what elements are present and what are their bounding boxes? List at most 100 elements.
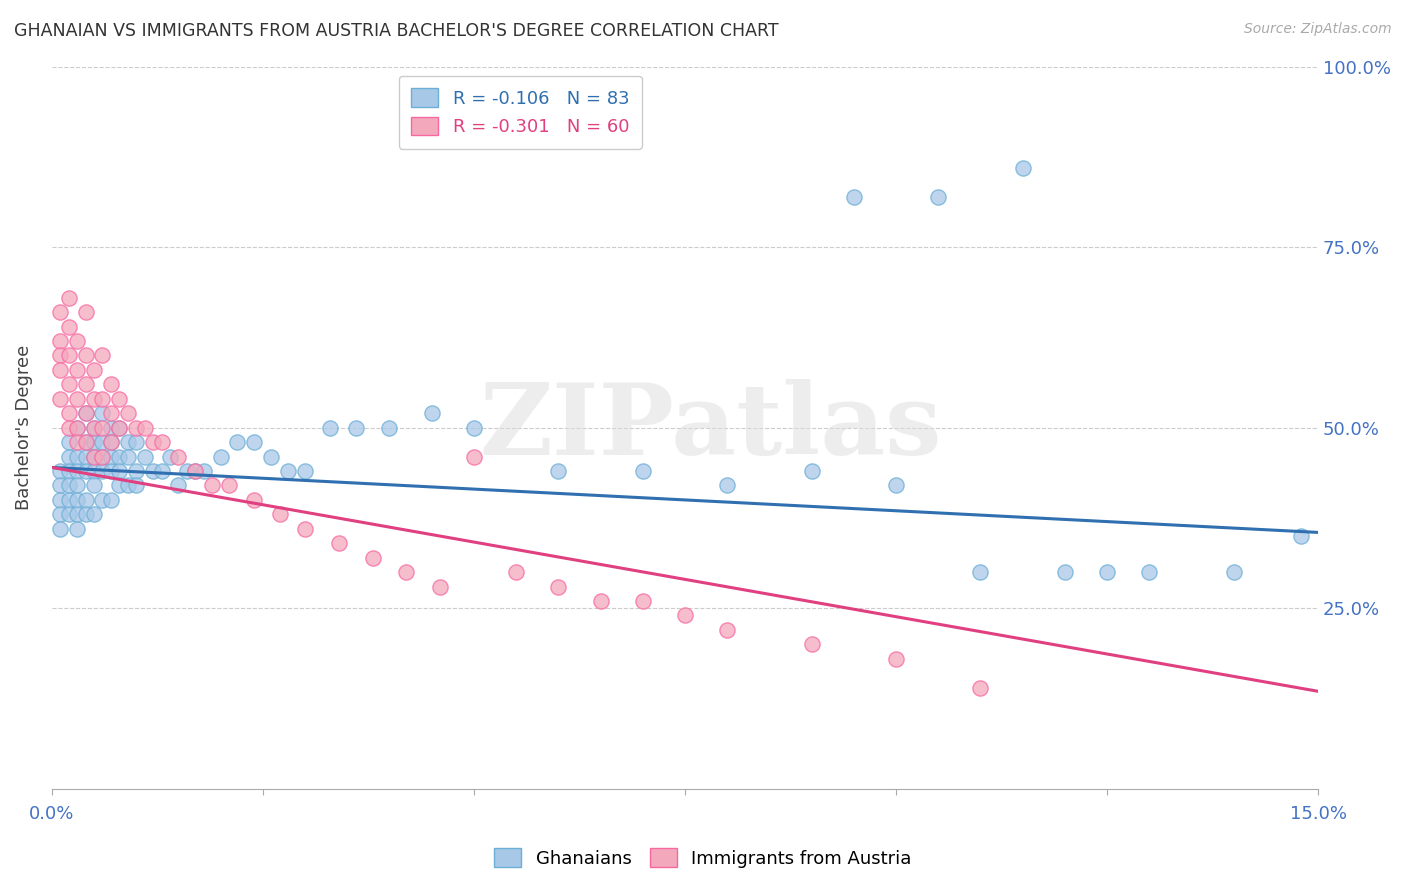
Point bbox=[100, 377, 122, 392]
Point bbox=[193, 464, 215, 478]
Point bbox=[117, 435, 139, 450]
Point bbox=[58, 406, 80, 420]
Point bbox=[429, 580, 451, 594]
Point bbox=[243, 435, 266, 450]
Point bbox=[167, 450, 190, 464]
Point bbox=[125, 478, 148, 492]
Point bbox=[66, 334, 89, 348]
Point bbox=[108, 478, 131, 492]
Point bbox=[66, 478, 89, 492]
Point bbox=[49, 334, 72, 348]
Point bbox=[75, 492, 97, 507]
Point bbox=[716, 623, 738, 637]
Point bbox=[66, 420, 89, 434]
Point bbox=[243, 492, 266, 507]
Point bbox=[58, 435, 80, 450]
Point bbox=[66, 522, 89, 536]
Legend: Ghanaians, Immigrants from Austria: Ghanaians, Immigrants from Austria bbox=[484, 838, 922, 879]
Point bbox=[201, 478, 224, 492]
Point bbox=[58, 377, 80, 392]
Text: GHANAIAN VS IMMIGRANTS FROM AUSTRIA BACHELOR'S DEGREE CORRELATION CHART: GHANAIAN VS IMMIGRANTS FROM AUSTRIA BACH… bbox=[14, 22, 779, 40]
Point bbox=[463, 450, 485, 464]
Point bbox=[884, 652, 907, 666]
Point bbox=[361, 550, 384, 565]
Point bbox=[842, 189, 865, 203]
Point bbox=[49, 363, 72, 377]
Point bbox=[58, 450, 80, 464]
Point bbox=[83, 450, 105, 464]
Point bbox=[108, 420, 131, 434]
Point bbox=[150, 435, 173, 450]
Point bbox=[75, 305, 97, 319]
Point bbox=[66, 508, 89, 522]
Point bbox=[294, 522, 316, 536]
Point bbox=[91, 450, 114, 464]
Point bbox=[108, 420, 131, 434]
Point bbox=[75, 450, 97, 464]
Point bbox=[49, 492, 72, 507]
Point bbox=[1291, 529, 1313, 543]
Point bbox=[83, 464, 105, 478]
Point bbox=[167, 478, 190, 492]
Point bbox=[589, 594, 612, 608]
Point bbox=[184, 464, 207, 478]
Point bbox=[108, 450, 131, 464]
Point bbox=[1222, 565, 1244, 579]
Point bbox=[91, 420, 114, 434]
Point bbox=[269, 508, 291, 522]
Point bbox=[58, 420, 80, 434]
Point bbox=[83, 420, 105, 434]
Point bbox=[75, 464, 97, 478]
Point bbox=[75, 435, 97, 450]
Point bbox=[294, 464, 316, 478]
Legend: R = -0.106   N = 83, R = -0.301   N = 60: R = -0.106 N = 83, R = -0.301 N = 60 bbox=[398, 76, 643, 149]
Point bbox=[800, 464, 823, 478]
Point bbox=[49, 464, 72, 478]
Point bbox=[134, 450, 156, 464]
Point bbox=[66, 435, 89, 450]
Point bbox=[125, 464, 148, 478]
Point bbox=[75, 508, 97, 522]
Y-axis label: Bachelor's Degree: Bachelor's Degree bbox=[15, 345, 32, 510]
Point bbox=[184, 464, 207, 478]
Point bbox=[49, 478, 72, 492]
Point bbox=[100, 435, 122, 450]
Point bbox=[66, 450, 89, 464]
Point bbox=[49, 522, 72, 536]
Point bbox=[1053, 565, 1076, 579]
Point bbox=[969, 681, 991, 695]
Point bbox=[83, 392, 105, 406]
Point bbox=[1011, 161, 1033, 175]
Point bbox=[91, 435, 114, 450]
Point bbox=[927, 189, 949, 203]
Point bbox=[150, 464, 173, 478]
Point bbox=[716, 478, 738, 492]
Point bbox=[75, 406, 97, 420]
Point bbox=[100, 492, 122, 507]
Point bbox=[884, 478, 907, 492]
Point bbox=[117, 478, 139, 492]
Point bbox=[159, 450, 181, 464]
Point bbox=[100, 420, 122, 434]
Point bbox=[378, 420, 401, 434]
Point bbox=[108, 464, 131, 478]
Point bbox=[83, 420, 105, 434]
Point bbox=[83, 435, 105, 450]
Text: Source: ZipAtlas.com: Source: ZipAtlas.com bbox=[1244, 22, 1392, 37]
Point bbox=[91, 349, 114, 363]
Point bbox=[328, 536, 350, 550]
Point bbox=[66, 492, 89, 507]
Point bbox=[218, 478, 240, 492]
Point bbox=[176, 464, 198, 478]
Point bbox=[125, 420, 148, 434]
Point bbox=[800, 637, 823, 651]
Point bbox=[631, 594, 654, 608]
Point bbox=[420, 406, 443, 420]
Point bbox=[142, 435, 165, 450]
Point bbox=[142, 464, 165, 478]
Point bbox=[83, 478, 105, 492]
Point bbox=[134, 420, 156, 434]
Point bbox=[91, 406, 114, 420]
Point bbox=[58, 508, 80, 522]
Point bbox=[75, 435, 97, 450]
